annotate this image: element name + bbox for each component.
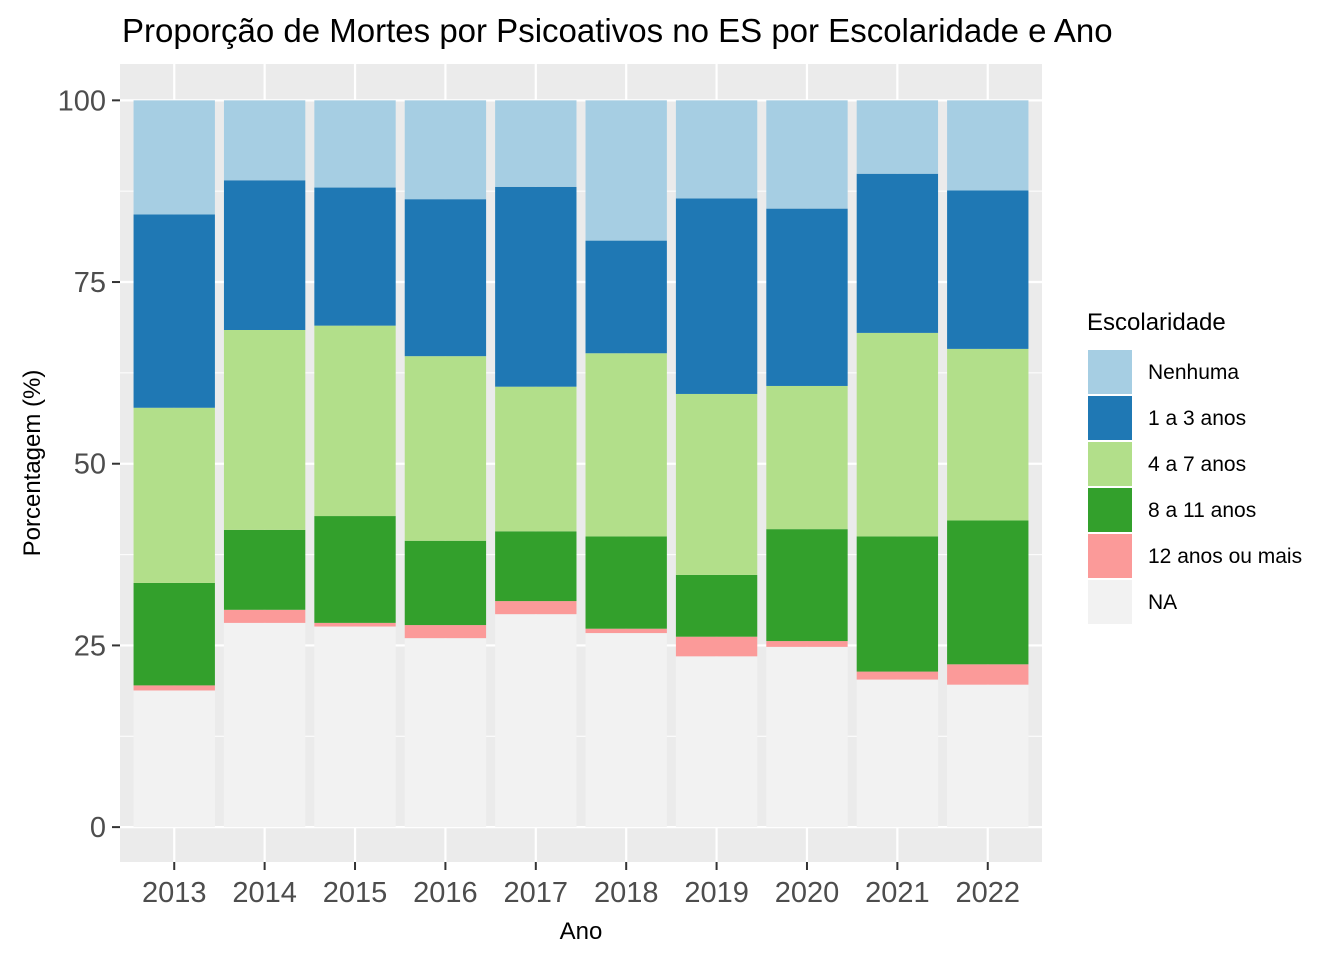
legend-swatch (1088, 350, 1132, 394)
y-tick-label: 100 (58, 85, 106, 117)
bar-2020-1-a-3-anos (766, 208, 848, 386)
x-tick-label: 2018 (594, 877, 659, 909)
bar-2016-4-a-7-anos (404, 356, 487, 541)
bar-2018-na (585, 633, 667, 828)
bar-2022-nenhuma (947, 100, 1029, 191)
bars (133, 100, 1029, 828)
bar-2022-12-anos-ou-mais (947, 664, 1029, 685)
bar-2022-8-a-11-anos (947, 520, 1029, 665)
y-tick-label: 50 (74, 449, 106, 481)
axes: 0 25 50 75 100 2013 2014 2015 2016 2017 2018 2019 20… (58, 85, 1020, 909)
bar-2014-4-a-7-anos (223, 330, 306, 530)
bar-2021-1-a-3-anos (856, 173, 939, 333)
bar-2015-na (314, 626, 396, 828)
bar-2019-1-a-3-anos (675, 198, 758, 394)
bar-2018-12-anos-ou-mais (585, 628, 667, 634)
bar-2022-na (947, 684, 1029, 828)
x-tick-label: 2020 (775, 877, 840, 909)
x-tick-label: 2022 (956, 877, 1021, 909)
bar-2015-4-a-7-anos (314, 325, 396, 517)
x-tick-label: 2021 (865, 877, 930, 909)
bar-2017-nenhuma (495, 100, 577, 187)
bar-2015-8-a-11-anos (314, 516, 396, 623)
bar-2019-na (675, 656, 758, 828)
bar-2013-na (133, 690, 215, 828)
bar-2014-1-a-3-anos (223, 180, 306, 330)
legend-label: 1 a 3 anos (1148, 407, 1246, 430)
y-tick-label: 25 (74, 630, 106, 662)
bar-2014-12-anos-ou-mais (223, 609, 306, 623)
y-axis-label: Porcentagem (%) (19, 370, 46, 557)
bar-2014-8-a-11-anos (223, 529, 306, 610)
y-tick-label: 75 (74, 267, 106, 299)
bar-2019-4-a-7-anos (675, 393, 758, 575)
bar-2016-na (404, 638, 487, 828)
legend-label: NA (1148, 591, 1177, 614)
bar-2015-1-a-3-anos (314, 187, 396, 326)
legend-swatch (1088, 442, 1132, 486)
bar-2020-4-a-7-anos (766, 385, 848, 530)
x-tick-label: 2015 (323, 877, 388, 909)
legend-label: 4 a 7 anos (1148, 453, 1246, 476)
bar-2021-4-a-7-anos (856, 332, 939, 537)
bar-2015-12-anos-ou-mais (314, 622, 396, 627)
bar-2013-4-a-7-anos (133, 407, 215, 583)
legend-title: Escolaridade (1087, 309, 1226, 336)
x-tick-label: 2013 (142, 877, 207, 909)
bar-2020-na (766, 646, 848, 828)
x-tick-label: 2019 (684, 877, 749, 909)
chart-title: Proporção de Mortes por Psicoativos no E… (122, 12, 1113, 49)
bar-2014-nenhuma (223, 100, 306, 181)
bar-2020-nenhuma (766, 100, 848, 209)
bar-2017-12-anos-ou-mais (495, 601, 577, 615)
bar-2019-nenhuma (675, 100, 758, 199)
bar-2021-nenhuma (856, 100, 939, 174)
legend-swatch (1088, 534, 1132, 578)
legend-label: 8 a 11 anos (1148, 499, 1256, 522)
bar-2020-8-a-11-anos (766, 529, 848, 642)
legend-label: 12 anos ou mais (1148, 545, 1302, 568)
bar-2013-8-a-11-anos (133, 582, 215, 686)
y-tick-label: 0 (90, 812, 106, 844)
bar-2016-nenhuma (404, 100, 487, 200)
bar-2022-1-a-3-anos (947, 190, 1029, 349)
bar-2018-4-a-7-anos (585, 353, 667, 537)
bar-2017-8-a-11-anos (495, 531, 577, 602)
bar-2016-1-a-3-anos (404, 199, 487, 357)
x-tick-label: 2014 (232, 877, 297, 909)
legend-swatch (1088, 488, 1132, 532)
legend: Escolaridade Nenhuma 1 a 3 anos 4 a 7 anos… (1087, 309, 1302, 625)
legend-label: Nenhuma (1148, 361, 1239, 384)
x-axis-label: Ano (560, 918, 603, 945)
bar-2015-nenhuma (314, 100, 396, 188)
bar-2018-8-a-11-anos (585, 536, 667, 629)
legend-swatch (1088, 580, 1132, 624)
bar-2022-4-a-7-anos (947, 348, 1029, 521)
bar-2017-1-a-3-anos (495, 186, 577, 387)
legend-swatch (1088, 396, 1132, 440)
bar-2017-4-a-7-anos (495, 386, 577, 532)
bar-2017-na (495, 614, 577, 828)
bar-2021-12-anos-ou-mais (856, 671, 939, 680)
bar-2020-12-anos-ou-mais (766, 641, 848, 647)
bar-2019-12-anos-ou-mais (675, 636, 758, 657)
bar-2021-8-a-11-anos (856, 536, 939, 672)
bar-2016-12-anos-ou-mais (404, 625, 487, 639)
bar-2013-12-anos-ou-mais (133, 685, 215, 691)
bar-2018-nenhuma (585, 100, 667, 241)
bar-2018-1-a-3-anos (585, 240, 667, 354)
x-tick-label: 2017 (504, 877, 569, 909)
bar-2013-1-a-3-anos (133, 214, 215, 408)
bar-2021-na (856, 679, 939, 828)
x-tick-label: 2016 (413, 877, 478, 909)
bar-2014-na (223, 622, 306, 828)
bar-2019-8-a-11-anos (675, 574, 758, 637)
bar-2016-8-a-11-anos (404, 540, 487, 626)
bar-2013-nenhuma (133, 100, 215, 215)
